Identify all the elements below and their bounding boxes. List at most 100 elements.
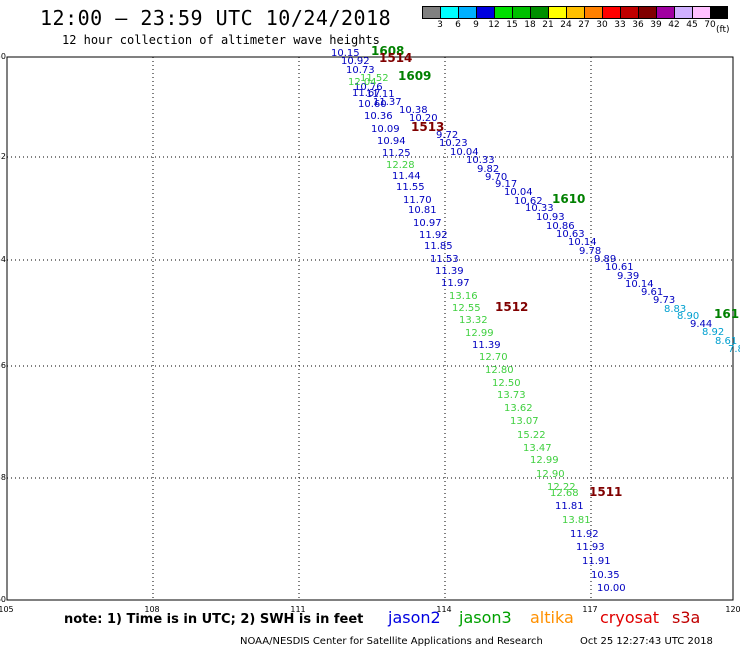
wave-height-value: 11.70 bbox=[403, 195, 432, 206]
satellite-legend-jason3: jason3 bbox=[459, 608, 512, 627]
wave-height-value: 8.90 bbox=[677, 311, 699, 322]
wave-height-value: 9.44 bbox=[690, 319, 712, 330]
page-subtitle: 12 hour collection of altimeter wave hei… bbox=[62, 33, 380, 47]
wave-height-value: 10.73 bbox=[346, 65, 375, 76]
pass-number-label: 1608 bbox=[371, 44, 404, 58]
wave-height-value: 10.94 bbox=[377, 136, 406, 147]
wave-height-value: 10.00 bbox=[597, 583, 626, 594]
map-frame bbox=[6, 56, 734, 601]
wave-height-value: 9.72 bbox=[436, 130, 458, 141]
wave-height-value: 10.04 bbox=[450, 147, 479, 158]
legend-swatch bbox=[692, 6, 710, 19]
wave-height-value: 10.38 bbox=[399, 105, 428, 116]
legend-swatch bbox=[440, 6, 458, 19]
footer-note: note: 1) Time is in UTC; 2) SWH is in fe… bbox=[64, 612, 364, 627]
wave-height-value: 11.44 bbox=[392, 171, 421, 182]
wave-height-value: 11.25 bbox=[382, 148, 411, 159]
wave-height-value: 10.92 bbox=[341, 56, 370, 67]
wave-height-value: 10.86 bbox=[546, 221, 575, 232]
legend-tick-label: 18 bbox=[524, 20, 536, 30]
legend-swatch bbox=[422, 6, 440, 19]
pass-number-label: 1511 bbox=[589, 485, 622, 499]
wave-height-value: 11.92 bbox=[570, 529, 599, 540]
legend-tick-label: 21 bbox=[542, 20, 554, 30]
legend-swatch bbox=[512, 6, 530, 19]
legend-color-scale bbox=[422, 6, 728, 19]
wave-height-value: 15.22 bbox=[517, 430, 546, 441]
wave-height-value: 8.83 bbox=[664, 304, 686, 315]
wave-height-value: 8.92 bbox=[702, 327, 724, 338]
wave-height-value: 10.93 bbox=[536, 212, 565, 223]
wave-height-value: 13.16 bbox=[449, 291, 478, 302]
legend-swatch bbox=[602, 6, 620, 19]
wave-height-value: 11.92 bbox=[419, 230, 448, 241]
legend-labels: 3 6 9 12 15 18 21 24 27 30 33 36 39 42 45 70 bbox=[422, 19, 728, 31]
wave-height-value: 10.62 bbox=[514, 196, 543, 207]
wave-height-value: 10.97 bbox=[413, 218, 442, 229]
longitude-label: 114 bbox=[436, 605, 451, 614]
legend-tick-label: 9 bbox=[473, 20, 479, 30]
wave-height-value: 12.68 bbox=[550, 488, 579, 499]
legend-swatch bbox=[494, 6, 512, 19]
legend-tick-label: 42 bbox=[668, 20, 680, 30]
wave-height-value: 10.04 bbox=[504, 187, 533, 198]
wave-height-value: 11.52 bbox=[360, 73, 389, 84]
latitude-label: -54 bbox=[0, 255, 6, 264]
legend-swatch bbox=[620, 6, 638, 19]
legend-swatch bbox=[476, 6, 494, 19]
wave-height-value: 12.99 bbox=[465, 328, 494, 339]
wave-height-value: 11.85 bbox=[424, 241, 453, 252]
page-title: 12:00 – 23:59 UTC 10/24/2018 bbox=[40, 6, 392, 30]
latitude-label: -50 bbox=[0, 52, 6, 61]
legend-tick-label: 15 bbox=[506, 20, 518, 30]
credit-timestamp: Oct 25 12:27:43 UTC 2018 bbox=[580, 636, 713, 647]
wave-height-value: 12.50 bbox=[492, 378, 521, 389]
longitude-label: 120 bbox=[725, 605, 740, 614]
legend-tick-label: 27 bbox=[578, 20, 590, 30]
legend-swatch bbox=[566, 6, 584, 19]
wave-height-value: 11.37 bbox=[373, 97, 402, 108]
wave-height-value: 10.15 bbox=[331, 48, 360, 59]
wave-height-value: 13.32 bbox=[459, 315, 488, 326]
satellite-legend-jason2: jason2 bbox=[388, 608, 441, 627]
wave-height-value: 9.39 bbox=[617, 271, 639, 282]
wave-height-value: 9.82 bbox=[477, 164, 499, 175]
wave-height-value: 9.73 bbox=[653, 295, 675, 306]
wave-height-value: 13.07 bbox=[510, 416, 539, 427]
latitude-label: -58 bbox=[0, 473, 6, 482]
satellite-legend-cryosat: cryosat bbox=[600, 608, 660, 627]
wave-height-value: 10.61 bbox=[605, 262, 634, 273]
wave-height-value: 10.23 bbox=[439, 138, 468, 149]
wave-height-value: 10.14 bbox=[568, 237, 597, 248]
legend-tick-label: 3 bbox=[437, 20, 443, 30]
satellite-legend-s3a: s3a bbox=[672, 608, 701, 627]
wave-height-value: 13.73 bbox=[497, 390, 526, 401]
legend-tick-label: 30 bbox=[596, 20, 608, 30]
wave-height-value: 13.62 bbox=[504, 403, 533, 414]
legend-tick-label: 12 bbox=[488, 20, 500, 30]
legend-swatch bbox=[548, 6, 566, 19]
wave-height-value: 12.55 bbox=[452, 303, 481, 314]
pass-number-label: 1513 bbox=[411, 120, 444, 134]
wave-height-value: 12.80 bbox=[485, 365, 514, 376]
wave-height-value: 10.35 bbox=[591, 570, 620, 581]
wave-height-value: 12.22 bbox=[547, 482, 576, 493]
legend-swatch bbox=[656, 6, 674, 19]
longitude-label: 111 bbox=[290, 605, 305, 614]
legend-tick-label: 6 bbox=[455, 20, 461, 30]
wave-height-value: 10.33 bbox=[466, 155, 495, 166]
wave-height-value: 10.20 bbox=[409, 113, 438, 124]
wave-height-value: 11.97 bbox=[441, 278, 470, 289]
pass-number-label: 1514 bbox=[379, 51, 412, 65]
wave-height-value: 11.53 bbox=[430, 254, 459, 265]
wave-height-value: 12.70 bbox=[479, 352, 508, 363]
legend-swatch bbox=[530, 6, 548, 19]
wave-height-value: 12.99 bbox=[530, 455, 559, 466]
wave-height-value: 10.63 bbox=[556, 229, 585, 240]
latitude-label: -56 bbox=[0, 361, 6, 370]
wave-height-value: 10.76 bbox=[354, 82, 383, 93]
wave-height-value: 13.47 bbox=[523, 443, 552, 454]
legend-swatch bbox=[710, 6, 728, 19]
satellite-legend-altika: altika bbox=[530, 608, 574, 627]
wave-height-value: 10.33 bbox=[525, 203, 554, 214]
